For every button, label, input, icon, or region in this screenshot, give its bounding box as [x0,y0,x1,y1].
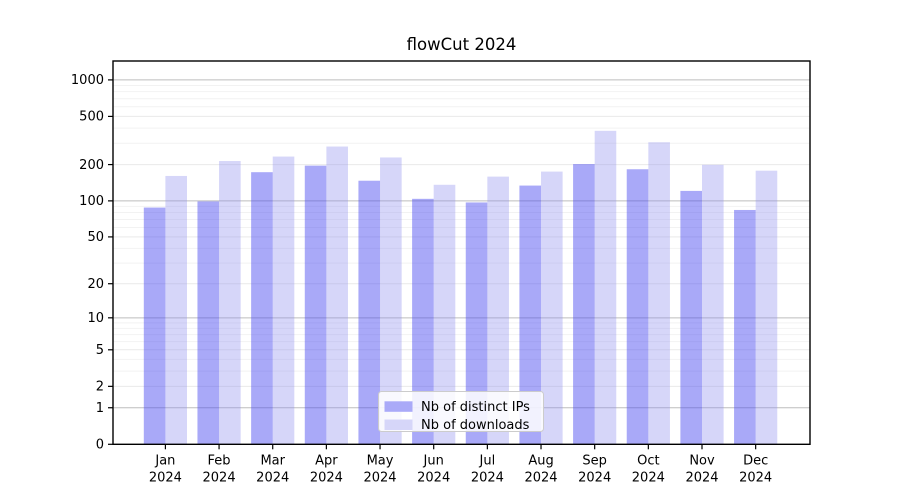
bar-distinct-ips-aug [519,185,542,445]
bar-distinct-ips-sep [573,164,595,445]
x-tick-label-year-aug: 2024 [524,471,557,486]
bar-distinct-ips-may [358,180,381,445]
x-tick-label-year-oct: 2024 [632,471,665,486]
gridlines [113,79,810,409]
x-tick-label-year-jun: 2024 [417,471,450,486]
x-tick-label-year-sep: 2024 [578,471,611,486]
y-tick-label-1000: 1000 [71,73,104,88]
legend: Nb of distinct IPs Nb of downloads [378,391,544,433]
legend-box [378,391,544,432]
y-tick-label-50: 50 [87,230,104,245]
bar-downloads-jun [433,184,456,445]
x-tick-label-year-mar: 2024 [256,471,289,486]
bar-distinct-ips-feb [197,201,220,445]
bar-distinct-ips-jan [143,207,166,445]
legend-swatch-distinct-ips [384,401,413,412]
plot-frame [112,60,811,445]
x-tick-label-month-jul: Jul [479,454,496,469]
bar-downloads-apr [326,146,348,445]
x-tick-label-month-jan: Jan [154,454,175,469]
x-tick-label-year-jul: 2024 [471,471,504,486]
bar-downloads-feb [219,161,241,445]
legend-label-downloads: Nb of downloads [421,418,530,433]
legend-label-distinct-ips: Nb of distinct IPs [421,400,530,415]
y-tick-label-200: 200 [79,158,104,173]
x-tick-label-month-feb: Feb [208,454,231,469]
bar-downloads-jul [487,176,509,445]
bar-distinct-ips-jun [412,198,434,445]
y-tick-label-5: 5 [96,343,104,358]
y-tick-label-20: 20 [87,277,104,292]
x-tick-label-month-sep: Sep [582,454,607,469]
bar-distinct-ips-dec [734,209,756,445]
bar-downloads-sep [594,130,617,445]
x-tick-label-year-feb: 2024 [203,471,236,486]
bar-distinct-ips-mar [251,172,273,445]
y-tick-label-1: 1 [96,401,104,416]
x-tick-label-month-jun: Jun [423,454,444,469]
y-tick-label-0: 0 [96,438,104,453]
x-tick-label-month-nov: Nov [689,454,715,469]
x-tick-label-month-aug: Aug [528,454,553,469]
bar-downloads-mar [272,156,295,445]
x-tick-label-year-dec: 2024 [739,471,772,486]
y-tick-label-10: 10 [87,311,104,326]
y-axis-ticks: 0 1 2 5 10 20 50 100 200 500 1000 [71,73,113,453]
x-tick-label-month-dec: Dec [743,454,768,469]
chart-title: flowCut 2024 [407,35,517,54]
bar-downloads-aug [541,171,563,445]
bar-distinct-ips-nov [680,190,702,445]
bar-distinct-ips-jul [465,202,488,445]
y-tick-label-100: 100 [79,194,104,209]
x-tick-label-month-mar: Mar [260,454,285,469]
y-tick-label-500: 500 [79,110,104,125]
x-tick-label-year-may: 2024 [363,471,396,486]
x-axis-ticks: Jan 2024 Feb 2024 Mar 2024 Apr 2024 May 2024 Jun 20… [149,444,772,486]
x-tick-label-month-oct: Oct [637,454,659,469]
bar-downloads-dec [755,170,778,445]
x-tick-label-year-apr: 2024 [310,471,343,486]
y-tick-label-2: 2 [96,380,104,395]
x-tick-label-month-may: May [367,454,394,469]
x-tick-label-year-jan: 2024 [149,471,182,486]
x-tick-label-month-apr: Apr [315,454,338,469]
bar-distinct-ips-oct [626,169,649,445]
x-tick-label-year-nov: 2024 [685,471,718,486]
bar-downloads-nov [702,164,724,445]
bars [143,130,778,445]
legend-swatch-downloads [384,419,413,430]
bar-distinct-ips-apr [304,165,327,445]
bar-downloads-may [380,157,402,445]
bar-downloads-jan [165,175,187,445]
bar-downloads-oct [648,142,670,445]
